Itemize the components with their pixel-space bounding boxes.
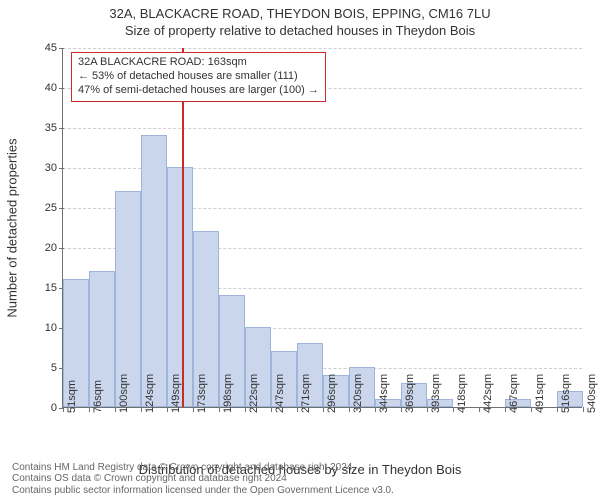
x-tick-mark [557, 407, 558, 412]
x-tick-label: 198sqm [222, 374, 234, 413]
x-tick-mark [297, 407, 298, 412]
footer-line-2: Contains OS data © Crown copyright and d… [12, 473, 394, 485]
x-tick-mark [63, 407, 64, 412]
x-tick-mark [193, 407, 194, 412]
annotation-box: 32A BLACKACRE ROAD: 163sqm← 53% of detac… [71, 52, 326, 102]
y-axis-label: Number of detached properties [5, 138, 20, 317]
x-tick-label: 51sqm [66, 380, 78, 413]
x-tick-mark [141, 407, 142, 412]
x-tick-label: 467sqm [508, 374, 520, 413]
x-tick-mark [89, 407, 90, 412]
x-tick-label: 418sqm [456, 374, 468, 413]
x-tick-mark [375, 407, 376, 412]
x-tick-label: 100sqm [118, 374, 130, 413]
x-tick-mark [271, 407, 272, 412]
x-tick-mark [245, 407, 246, 412]
x-tick-mark [505, 407, 506, 412]
histogram-bar [167, 167, 193, 407]
x-tick-label: 271sqm [300, 374, 312, 413]
y-tick-label: 0 [51, 402, 63, 414]
x-tick-label: 222sqm [248, 374, 260, 413]
y-tick-label: 40 [45, 82, 63, 94]
y-tick-label: 25 [45, 202, 63, 214]
x-tick-mark [479, 407, 480, 412]
plot-area: 05101520253035404551sqm76sqm100sqm124sqm… [62, 48, 582, 408]
chart-container: 32A, BLACKACRE ROAD, THEYDON BOIS, EPPIN… [0, 0, 600, 500]
x-tick-label: 173sqm [196, 374, 208, 413]
x-tick-label: 149sqm [170, 374, 182, 413]
x-tick-label: 320sqm [352, 374, 364, 413]
histogram-bar [141, 135, 167, 407]
x-tick-mark [531, 407, 532, 412]
x-tick-mark [219, 407, 220, 412]
x-tick-label: 393sqm [430, 374, 442, 413]
footer-line-1: Contains HM Land Registry data © Crown c… [12, 462, 394, 474]
x-tick-label: 442sqm [482, 374, 494, 413]
annotation-line-2: ← 53% of detached houses are smaller (11… [78, 70, 319, 84]
x-tick-label: 247sqm [274, 374, 286, 413]
x-tick-mark [583, 407, 584, 412]
x-tick-mark [349, 407, 350, 412]
gridline [63, 48, 582, 49]
y-tick-label: 15 [45, 282, 63, 294]
x-tick-label: 344sqm [378, 374, 390, 413]
footer-line-3: Contains public sector information licen… [12, 485, 394, 497]
x-tick-label: 76sqm [92, 380, 104, 413]
annotation-line-1: 32A BLACKACRE ROAD: 163sqm [78, 56, 319, 70]
x-tick-label: 296sqm [326, 374, 338, 413]
x-tick-mark [115, 407, 116, 412]
x-tick-label: 516sqm [560, 374, 572, 413]
x-tick-mark [453, 407, 454, 412]
x-tick-mark [401, 407, 402, 412]
x-tick-label: 369sqm [404, 374, 416, 413]
x-tick-label: 540sqm [586, 374, 598, 413]
gridline [63, 128, 582, 129]
x-tick-mark [427, 407, 428, 412]
plot-inner: 05101520253035404551sqm76sqm100sqm124sqm… [62, 48, 582, 408]
x-tick-mark [167, 407, 168, 412]
y-tick-label: 10 [45, 322, 63, 334]
x-tick-label: 124sqm [144, 374, 156, 413]
y-tick-label: 35 [45, 122, 63, 134]
y-tick-label: 20 [45, 242, 63, 254]
y-tick-label: 45 [45, 42, 63, 54]
title-line-2: Size of property relative to detached ho… [0, 23, 600, 40]
title-line-1: 32A, BLACKACRE ROAD, THEYDON BOIS, EPPIN… [0, 6, 600, 23]
footer-text: Contains HM Land Registry data © Crown c… [12, 462, 394, 497]
chart-titles: 32A, BLACKACRE ROAD, THEYDON BOIS, EPPIN… [0, 0, 600, 42]
x-tick-label: 491sqm [534, 374, 546, 413]
y-tick-label: 5 [51, 362, 63, 374]
y-tick-label: 30 [45, 162, 63, 174]
x-tick-mark [323, 407, 324, 412]
annotation-line-3: 47% of semi-detached houses are larger (… [78, 84, 319, 98]
